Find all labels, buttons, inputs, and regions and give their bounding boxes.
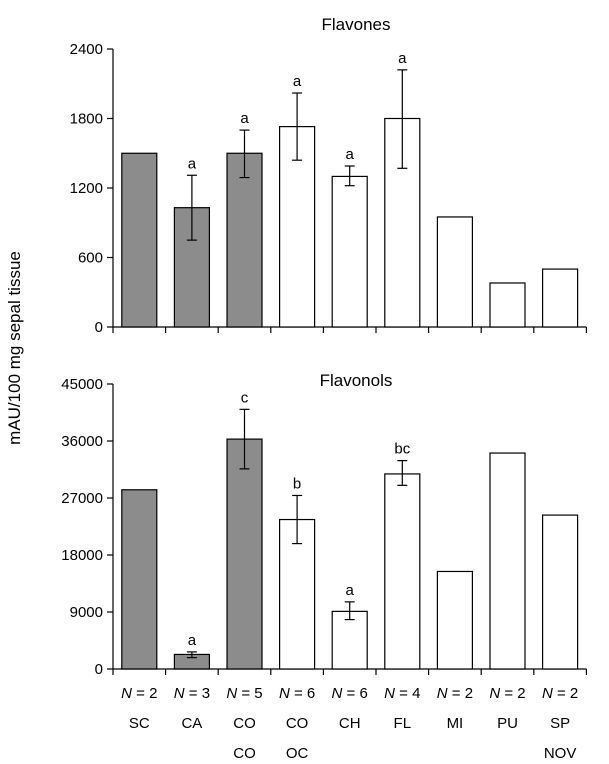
bar: [436, 570, 473, 670]
significance-label: a: [346, 146, 355, 163]
significance-label: bc: [394, 441, 410, 458]
bar: [541, 268, 579, 328]
group-label: SP: [550, 715, 570, 732]
group-labels: N = 2 SC N = 3 CA N = 5 CO CO N = 6 CO OC N = 6 CH N…: [121, 685, 578, 762]
sample-size-label: N = 2: [121, 685, 157, 702]
group-label-line2: OC: [286, 745, 309, 762]
significance-label: a: [346, 582, 355, 599]
group-label: CH: [339, 715, 361, 732]
y-axis-label: mAU/100 mg sepal tissue: [5, 251, 24, 445]
significance-label: b: [293, 475, 301, 492]
chart-title: Flavonols: [320, 371, 393, 390]
sample-size-label: N = 6: [279, 685, 315, 702]
flavones-panel: Flavones 0 600 1200 1800 2400 a a a a a: [70, 15, 588, 336]
y-tick-label: 0: [95, 319, 103, 336]
significance-label: a: [240, 110, 249, 127]
bar: [226, 152, 263, 328]
chart-title: Flavones: [322, 15, 391, 34]
flavonols-panel: Flavonols 0 9000 18000 27000 36000 45000 a c b a bc: [61, 371, 588, 678]
sample-size-label: N = 5: [226, 685, 262, 702]
bar: [489, 452, 526, 670]
group-label: PU: [497, 715, 518, 732]
y-tick-label: 27000: [61, 490, 103, 507]
group-label-line2: NOV: [544, 745, 577, 762]
y-tick-label: 1800: [70, 111, 103, 128]
bar: [541, 514, 579, 670]
bar: [436, 216, 473, 328]
significance-label: a: [398, 50, 407, 67]
group-label: CO: [233, 715, 256, 732]
sample-size-label: N = 2: [489, 685, 525, 702]
group-label: SC: [129, 715, 150, 732]
group-label: CA: [181, 715, 202, 732]
sample-size-label: N = 4: [384, 685, 420, 702]
sample-size-label: N = 6: [332, 685, 368, 702]
sample-size-label: N = 2: [542, 685, 578, 702]
bar: [331, 610, 368, 670]
bar: [384, 473, 421, 670]
group-label: MI: [447, 715, 464, 732]
y-tick-label: 9000: [70, 604, 103, 621]
y-tick-label: 18000: [61, 547, 103, 564]
bar: [226, 438, 263, 670]
bar: [331, 175, 368, 328]
sample-size-label: N = 3: [174, 685, 210, 702]
group-label: FL: [394, 715, 412, 732]
bar: [121, 489, 158, 670]
significance-label: a: [293, 73, 302, 90]
y-tick-label: 45000: [61, 376, 103, 393]
bar: [121, 152, 158, 328]
sample-size-label: N = 2: [437, 685, 473, 702]
group-label-line2: CO: [233, 745, 256, 762]
y-tick-label: 600: [78, 250, 103, 267]
group-label: CO: [286, 715, 309, 732]
bar: [279, 518, 316, 670]
y-tick-label: 0: [95, 661, 103, 678]
y-tick-label: 2400: [70, 41, 103, 58]
y-tick-label: 1200: [70, 180, 103, 197]
significance-label: a: [188, 632, 197, 649]
significance-label: a: [188, 155, 197, 172]
bar: [489, 282, 526, 328]
significance-label: c: [241, 389, 249, 406]
y-tick-label: 36000: [61, 433, 103, 450]
